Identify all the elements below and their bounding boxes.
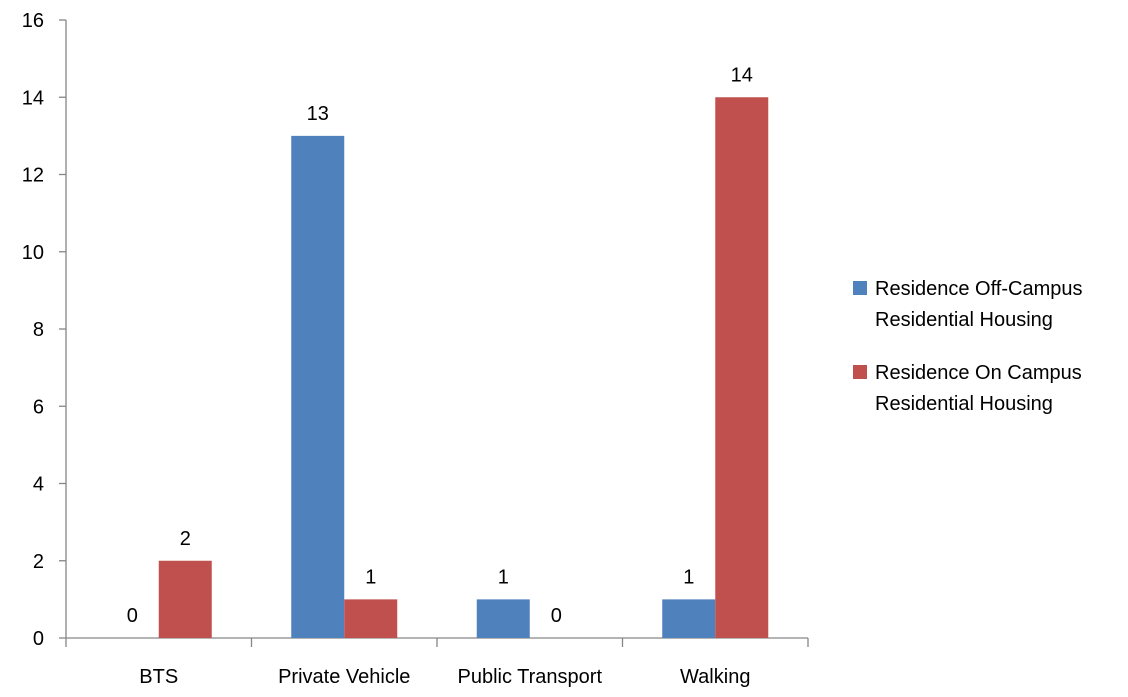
y-axis: 0 2 4 6 8 10 12 14 16: [22, 10, 67, 650]
data-label-series1-public-transport: 1: [498, 566, 509, 588]
data-label-series2-public-transport: 0: [551, 605, 562, 627]
y-tick-label: 12: [22, 165, 44, 187]
y-tick-label: 6: [33, 396, 44, 418]
bar-series1-private-vehicle: [291, 135, 345, 638]
y-tick-label: 0: [33, 628, 44, 650]
bar-series2-bts: [158, 560, 212, 638]
data-label-series2-private-vehicle: 1: [365, 566, 376, 588]
data-label-series1-walking: 1: [683, 566, 694, 588]
legend-swatch-series1: [853, 281, 867, 295]
bar-series2-private-vehicle: [344, 599, 398, 638]
y-tick-label: 10: [22, 242, 44, 264]
legend-label-series2-line2: Residential Housing: [875, 393, 1053, 415]
y-tick-label: 8: [33, 319, 44, 341]
legend-label-series1-line1: Residence Off-Campus: [875, 278, 1083, 300]
bar-series2-walking: [715, 97, 769, 638]
bar-series1-public-transport: [476, 599, 530, 638]
x-tick-label-walking: Walking: [680, 666, 750, 688]
y-tick-label: 4: [33, 474, 44, 496]
x-tick-label-private-vehicle: Private Vehicle: [278, 666, 410, 688]
legend-swatch-series2: [853, 365, 867, 379]
y-tick-label: 16: [22, 10, 44, 32]
data-label-series2-bts: 2: [180, 528, 191, 550]
legend: Residence Off-Campus Residential Housing R…: [853, 278, 1083, 415]
x-tick-label-bts: BTS: [139, 666, 178, 688]
legend-label-series1-line2: Residential Housing: [875, 309, 1053, 331]
legend-label-series2-line1: Residence On Campus: [875, 362, 1082, 384]
data-label-series2-walking: 14: [731, 64, 753, 86]
x-tick-label-public-transport: Public Transport: [457, 666, 602, 688]
y-tick-label: 2: [33, 551, 44, 573]
x-axis: BTS Private Vehicle Public Transport Walkin…: [65, 637, 809, 688]
bar-series1-walking: [662, 599, 716, 638]
bars: [158, 97, 769, 638]
data-label-series1-private-vehicle: 13: [307, 103, 329, 125]
data-label-series1-bts: 0: [127, 605, 138, 627]
y-tick-label: 14: [22, 87, 44, 109]
data-labels: 0 13 1 1 2 1 0 14: [127, 64, 753, 627]
